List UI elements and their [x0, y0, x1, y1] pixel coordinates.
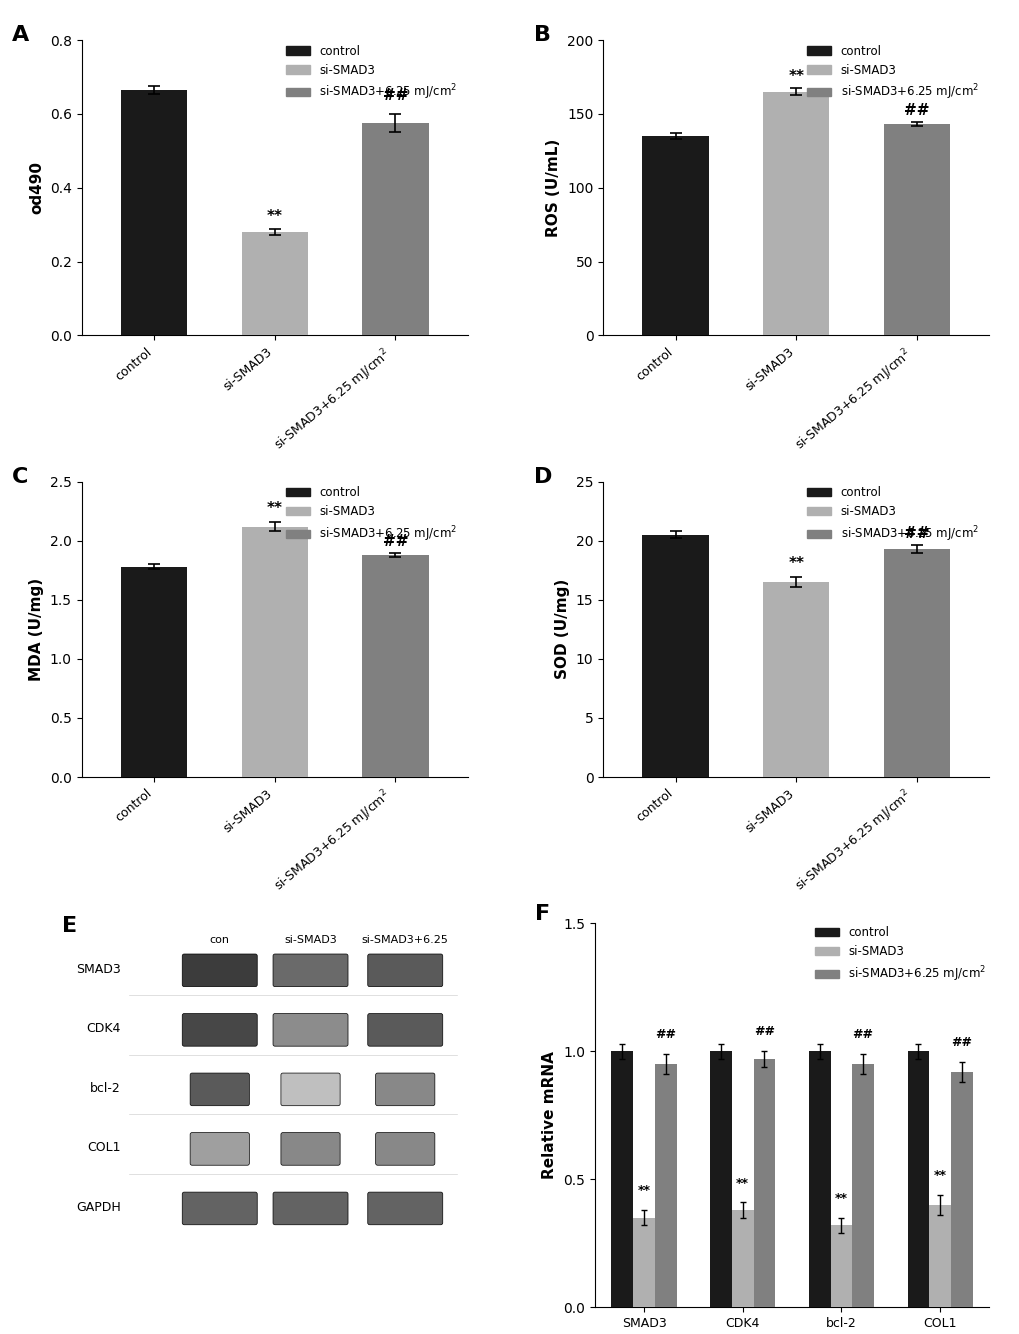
Text: con: con — [210, 935, 229, 944]
Text: D: D — [533, 467, 551, 487]
Text: ##: ## — [903, 103, 928, 117]
Text: si-SMAD3: si-SMAD3 — [284, 935, 336, 944]
Bar — [907, 1051, 928, 1307]
FancyBboxPatch shape — [190, 1073, 249, 1106]
Text: **: ** — [835, 1191, 847, 1205]
Y-axis label: od490: od490 — [30, 161, 44, 215]
Bar — [808, 1051, 829, 1307]
FancyBboxPatch shape — [280, 1073, 339, 1106]
Bar — [762, 92, 828, 335]
Text: COL1: COL1 — [88, 1142, 121, 1154]
Bar — [709, 1051, 732, 1307]
FancyBboxPatch shape — [182, 1014, 257, 1046]
Text: **: ** — [788, 556, 803, 571]
Y-axis label: SOD (U/mg): SOD (U/mg) — [554, 579, 570, 679]
Text: CDK4: CDK4 — [87, 1022, 121, 1035]
Bar — [654, 1065, 676, 1307]
Bar — [762, 582, 828, 778]
Bar — [753, 1059, 774, 1307]
FancyBboxPatch shape — [375, 1073, 434, 1106]
Text: ##: ## — [382, 534, 408, 550]
Text: **: ** — [637, 1185, 650, 1197]
Bar — [829, 1226, 852, 1307]
Legend: control, si-SMAD3, si-SMAD3+6.25 mJ/cm$^2$: control, si-SMAD3, si-SMAD3+6.25 mJ/cm$^… — [810, 922, 990, 988]
Text: SMAD3: SMAD3 — [76, 963, 121, 976]
Text: ##: ## — [753, 1026, 774, 1038]
FancyBboxPatch shape — [190, 1133, 249, 1165]
Text: F: F — [535, 904, 550, 924]
Text: **: ** — [788, 68, 803, 84]
Text: **: ** — [267, 208, 282, 224]
Text: **: ** — [267, 502, 282, 516]
Bar — [610, 1051, 633, 1307]
FancyBboxPatch shape — [375, 1133, 434, 1165]
Bar — [642, 535, 708, 778]
Bar — [242, 527, 308, 778]
Text: E: E — [62, 915, 76, 935]
Text: GAPDH: GAPDH — [76, 1201, 121, 1214]
Bar — [633, 1218, 654, 1307]
Bar — [732, 1210, 753, 1307]
Legend: control, si-SMAD3, si-SMAD3+6.25 mJ/cm$^2$: control, si-SMAD3, si-SMAD3+6.25 mJ/cm$^… — [802, 40, 982, 107]
Text: si-SMAD3+6.25: si-SMAD3+6.25 — [362, 935, 448, 944]
Text: bcl-2: bcl-2 — [91, 1082, 121, 1095]
Text: **: ** — [932, 1169, 946, 1182]
Text: ##: ## — [382, 88, 408, 103]
Text: **: ** — [736, 1177, 749, 1190]
FancyBboxPatch shape — [368, 1014, 442, 1046]
Text: ##: ## — [654, 1029, 676, 1041]
Text: A: A — [12, 25, 30, 45]
Y-axis label: Relative mRNA: Relative mRNA — [542, 1051, 556, 1179]
Legend: control, si-SMAD3, si-SMAD3+6.25 mJ/cm$^2$: control, si-SMAD3, si-SMAD3+6.25 mJ/cm$^… — [802, 482, 982, 548]
Bar — [882, 124, 950, 335]
Y-axis label: MDA (U/mg): MDA (U/mg) — [30, 578, 44, 680]
FancyBboxPatch shape — [368, 1193, 442, 1225]
Legend: control, si-SMAD3, si-SMAD3+6.25 mJ/cm$^2$: control, si-SMAD3, si-SMAD3+6.25 mJ/cm$^… — [281, 40, 462, 107]
Bar — [120, 89, 187, 335]
FancyBboxPatch shape — [280, 1133, 339, 1165]
Bar — [950, 1071, 972, 1307]
Bar — [852, 1065, 873, 1307]
Text: C: C — [12, 467, 29, 487]
FancyBboxPatch shape — [182, 1193, 257, 1225]
Bar — [362, 123, 428, 335]
FancyBboxPatch shape — [368, 954, 442, 987]
Bar — [882, 550, 950, 778]
Bar — [928, 1205, 950, 1307]
Text: ##: ## — [852, 1029, 872, 1041]
Bar — [362, 555, 428, 778]
Text: ##: ## — [903, 526, 928, 540]
Bar — [242, 232, 308, 335]
FancyBboxPatch shape — [273, 954, 347, 987]
Bar — [120, 567, 187, 778]
Y-axis label: ROS (U/mL): ROS (U/mL) — [546, 139, 560, 237]
FancyBboxPatch shape — [273, 1014, 347, 1046]
FancyBboxPatch shape — [273, 1193, 347, 1225]
Legend: control, si-SMAD3, si-SMAD3+6.25 mJ/cm$^2$: control, si-SMAD3, si-SMAD3+6.25 mJ/cm$^… — [281, 482, 462, 548]
Text: B: B — [533, 25, 550, 45]
FancyBboxPatch shape — [182, 954, 257, 987]
Text: ##: ## — [951, 1035, 971, 1049]
Bar — [642, 136, 708, 335]
